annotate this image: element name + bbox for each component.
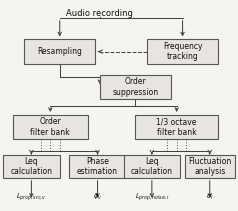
FancyBboxPatch shape [24,39,95,64]
Text: Order
suppression: Order suppression [112,77,159,97]
FancyBboxPatch shape [69,155,126,178]
Text: 1/3 octave
filter bank: 1/3 octave filter bank [156,117,197,137]
Text: Resampling: Resampling [37,47,82,56]
FancyBboxPatch shape [135,115,218,139]
FancyBboxPatch shape [185,155,234,178]
Text: Frequency
tracking: Frequency tracking [163,42,202,61]
FancyBboxPatch shape [3,155,60,178]
Text: Audio recording: Audio recording [66,9,133,18]
Text: $L_{prop,noise,i}$: $L_{prop,noise,i}$ [134,192,169,203]
Text: Phase
estimation: Phase estimation [77,157,118,176]
Text: Leq
calculation: Leq calculation [10,157,52,176]
Text: Fluctuation
analysis: Fluctuation analysis [188,157,231,176]
FancyBboxPatch shape [13,115,88,139]
FancyBboxPatch shape [100,75,171,99]
FancyBboxPatch shape [124,155,180,178]
Text: $\sigma_i$: $\sigma_i$ [206,193,213,202]
FancyBboxPatch shape [147,39,218,64]
Text: Leq
calculation: Leq calculation [131,157,173,176]
Text: $\phi_v$: $\phi_v$ [93,192,102,202]
Text: $L_{prop,src,v}$: $L_{prop,src,v}$ [16,192,47,203]
Text: Order
filter bank: Order filter bank [30,117,70,137]
